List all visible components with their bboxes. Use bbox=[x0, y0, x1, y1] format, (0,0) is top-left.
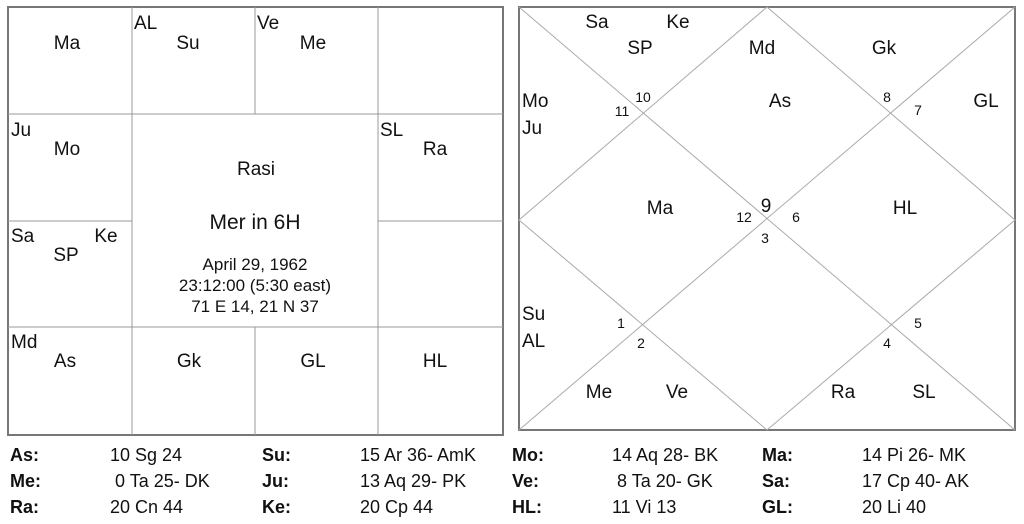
position-key: HL: bbox=[512, 497, 542, 517]
position-value: 11 Vi 13 bbox=[612, 497, 677, 517]
planet-label: Su bbox=[522, 304, 545, 325]
planet-label: Ve bbox=[257, 13, 279, 34]
position-key: As: bbox=[10, 445, 40, 465]
position-key: GL: bbox=[762, 497, 793, 517]
chart-subtitle: Mer in 6H bbox=[209, 211, 300, 234]
birth-location: 71 E 14, 21 N 37 bbox=[191, 297, 319, 316]
planet-label: Ma bbox=[647, 198, 674, 219]
sign-number: 4 bbox=[883, 335, 891, 351]
position-key: Ve: bbox=[512, 471, 540, 491]
planet-label: GL bbox=[300, 351, 325, 372]
position-value: 20 Cn 44 bbox=[110, 497, 184, 517]
position-value: 14 Pi 26- MK bbox=[862, 445, 967, 465]
planet-label: Ra bbox=[423, 139, 448, 160]
sign-number: 12 bbox=[736, 209, 752, 225]
sign-number: 10 bbox=[635, 89, 651, 105]
sign-number: 5 bbox=[914, 315, 922, 331]
position-key: Ma: bbox=[762, 445, 793, 465]
sign-number: 8 bbox=[883, 89, 891, 105]
position-value: 17 Cp 40- AK bbox=[862, 471, 970, 491]
planet-label: As bbox=[769, 91, 791, 112]
planet-label: Su bbox=[176, 33, 199, 54]
planet-label: Ve bbox=[666, 382, 688, 403]
planet-label: Gk bbox=[177, 351, 202, 372]
birth-date: April 29, 1962 bbox=[203, 255, 308, 274]
position-value: 10 Sg 24 bbox=[110, 445, 183, 465]
planet-label: AL bbox=[134, 13, 157, 34]
north-chart: Sa Ke SP Md Gk Mo Ju As GL Ma HL Su AL M… bbox=[518, 6, 1016, 431]
planet-label: Ju bbox=[522, 118, 542, 139]
sign-number-ascendant: 9 bbox=[761, 196, 772, 217]
planet-label: Sa bbox=[585, 12, 609, 33]
position-key: Ke: bbox=[262, 497, 292, 517]
position-value: 20 Li 40 bbox=[862, 497, 927, 517]
position-key: Su: bbox=[262, 445, 291, 465]
position-value: 0 Ta 25- DK bbox=[110, 471, 210, 491]
planet-label: HL bbox=[893, 198, 917, 219]
sign-number: 3 bbox=[761, 230, 769, 246]
charts: Ma AL Su Ve Me Ju Mo SL Ra Sa SP Ke Md A… bbox=[7, 6, 1016, 436]
planet-label: GL bbox=[973, 91, 998, 112]
planet-label: As bbox=[54, 351, 76, 372]
sign-number: 6 bbox=[792, 209, 800, 225]
sign-number: 1 bbox=[617, 315, 625, 331]
planet-label: SL bbox=[912, 382, 935, 403]
planet-label: Ke bbox=[94, 226, 117, 247]
sign-number: 7 bbox=[914, 102, 922, 118]
planet-label: Ju bbox=[11, 120, 31, 141]
planet-label: Me bbox=[586, 382, 612, 403]
position-value: 8 Ta 20- GK bbox=[612, 471, 713, 491]
planet-label: Sa bbox=[11, 226, 35, 247]
planet-label: AL bbox=[522, 331, 545, 352]
planet-label: Md bbox=[11, 332, 37, 353]
sign-number: 2 bbox=[637, 335, 645, 351]
position-key: Ra: bbox=[10, 497, 40, 517]
position-value: 15 Ar 36- AmK bbox=[360, 445, 477, 465]
position-key: Sa: bbox=[762, 471, 791, 491]
position-value: 13 Aq 29- PK bbox=[360, 471, 467, 491]
planet-label: Mo bbox=[54, 139, 80, 160]
planet-label: HL bbox=[423, 351, 447, 372]
rasi-chart: Ma AL Su Ve Me Ju Mo SL Ra Sa SP Ke Md A… bbox=[7, 6, 504, 436]
sign-number: 11 bbox=[615, 103, 630, 119]
planet-label: Md bbox=[749, 38, 775, 59]
position-value: 14 Aq 28- BK bbox=[612, 445, 719, 465]
planet-label: Me bbox=[300, 33, 326, 54]
planet-label: SL bbox=[380, 120, 403, 141]
position-key: Ju: bbox=[262, 471, 289, 491]
planet-label: Ra bbox=[831, 382, 856, 403]
planet-label: Gk bbox=[872, 38, 897, 59]
birth-time: 23:12:00 (5:30 east) bbox=[179, 276, 331, 295]
position-key: Me: bbox=[10, 471, 41, 491]
position-value: 20 Cp 44 bbox=[360, 497, 434, 517]
position-key: Mo: bbox=[512, 445, 544, 465]
planet-label: SP bbox=[627, 38, 652, 59]
planet-label: Ke bbox=[666, 12, 689, 33]
planet-label: Ma bbox=[54, 33, 81, 54]
chart-title: Rasi bbox=[237, 159, 275, 180]
planet-label: Mo bbox=[522, 91, 548, 112]
planet-label: SP bbox=[53, 245, 78, 266]
